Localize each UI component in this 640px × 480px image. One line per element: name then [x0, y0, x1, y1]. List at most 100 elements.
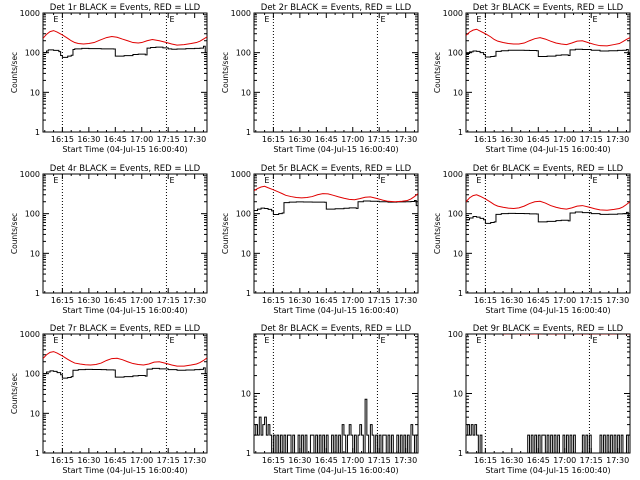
x-tick-label: 17:15	[580, 135, 603, 144]
event-marker-label: E	[264, 336, 269, 345]
x-tick-label: 17:30	[606, 456, 629, 465]
y-tick-label: 100	[25, 49, 40, 58]
y-tick-label: 10	[30, 249, 40, 258]
y-tick-label: 1	[246, 449, 251, 458]
panel-det-5r: Det 5r BLACK = Events, RED = LLD 1 10 100 10…	[221, 164, 419, 315]
x-tick-label: 16:45	[315, 296, 338, 305]
y-tick-label: 1	[458, 449, 463, 458]
x-tick-label: 17:00	[341, 135, 364, 144]
x-tick-label: 16:45	[315, 456, 338, 465]
x-tick-label: 16:45	[527, 456, 550, 465]
x-tick-label: 16:15	[474, 135, 497, 144]
y-axis-label: Counts/sec	[221, 52, 230, 93]
x-axis-label: Start Time (04-Jul-15 16:00:40)	[273, 145, 398, 154]
x-tick-label: 16:30	[288, 456, 311, 465]
x-tick-label: 17:30	[394, 135, 417, 144]
y-tick-label: 1000	[20, 170, 40, 179]
x-tick-label: 16:30	[77, 456, 100, 465]
y-tick-label: 100	[448, 210, 463, 219]
x-tick-label: 16:15	[474, 456, 497, 465]
x-tick-label: 17:30	[183, 456, 206, 465]
x-tick-label: 17:30	[183, 135, 206, 144]
panel-title: Det 1r BLACK = Events, RED = LLD	[50, 3, 201, 13]
y-tick-label: 10	[241, 88, 251, 97]
y-tick-label: 10	[241, 390, 251, 399]
y-tick-label: 100	[448, 330, 463, 339]
y-tick-label: 1	[458, 289, 463, 298]
event-marker-label: E	[380, 15, 385, 24]
x-axis-label: Start Time (04-Jul-15 16:00:40)	[485, 145, 610, 154]
y-tick-label: 10	[453, 88, 463, 97]
panel-title: Det 9r BLACK = Events, RED = LLD	[473, 324, 624, 334]
y-tick-label: 100	[25, 210, 40, 219]
x-tick-label: 17:15	[580, 456, 603, 465]
y-axis-label: Counts/sec	[433, 213, 442, 254]
plot-frame	[253, 12, 419, 133]
x-tick-label: 16:30	[77, 296, 100, 305]
y-tick-label: 1	[246, 289, 251, 298]
x-tick-label: 16:45	[104, 296, 127, 305]
y-tick-label: 100	[236, 49, 251, 58]
event-marker-label: E	[169, 176, 174, 185]
y-tick-label: 10	[30, 88, 40, 97]
x-tick-label: 17:00	[553, 456, 576, 465]
lld-series-line	[466, 28, 630, 47]
y-tick-label: 10	[453, 249, 463, 258]
x-tick-label: 17:00	[130, 456, 153, 465]
y-tick-label: 100	[25, 370, 40, 379]
y-tick-label: 1000	[20, 330, 40, 339]
event-marker-label: E	[264, 15, 269, 24]
event-marker-label: E	[53, 15, 58, 24]
panel-det-9r: Det 9r BLACK = Events, RED = LLD 1 10 100 16…	[448, 324, 631, 475]
x-tick-label: 17:00	[341, 456, 364, 465]
y-axis-label: Counts/sec	[10, 373, 19, 414]
panel-det-4r: Det 4r BLACK = Events, RED = LLD 1 10 100 10…	[10, 164, 208, 315]
event-marker-label: E	[53, 336, 58, 345]
events-series-line	[466, 424, 630, 453]
panel-title: Det 7r BLACK = Events, RED = LLD	[50, 324, 201, 334]
x-axis-label: Start Time (04-Jul-15 16:00:40)	[62, 306, 187, 315]
y-tick-label: 100	[236, 210, 251, 219]
panel-title: Det 6r BLACK = Events, RED = LLD	[473, 164, 624, 174]
x-tick-label: 16:30	[500, 296, 523, 305]
plot-frame	[465, 173, 631, 294]
y-tick-label: 10	[453, 390, 463, 399]
event-marker-label: E	[592, 336, 597, 345]
x-tick-label: 16:45	[104, 456, 127, 465]
y-tick-label: 1000	[20, 9, 40, 18]
x-tick-label: 17:15	[157, 296, 180, 305]
y-tick-label: 10	[30, 409, 40, 418]
panel-title: Det 5r BLACK = Events, RED = LLD	[261, 164, 412, 174]
y-axis-label: Counts/sec	[10, 52, 19, 93]
x-tick-label: 16:45	[527, 135, 550, 144]
x-tick-label: 17:00	[553, 135, 576, 144]
x-tick-label: 17:00	[130, 296, 153, 305]
y-tick-label: 1000	[231, 9, 251, 18]
x-axis-label: Start Time (04-Jul-15 16:00:40)	[485, 306, 610, 315]
x-tick-label: 16:15	[474, 296, 497, 305]
event-marker-label: E	[53, 176, 58, 185]
x-tick-label: 16:15	[51, 135, 74, 144]
x-tick-label: 17:15	[157, 456, 180, 465]
x-tick-label: 16:15	[262, 296, 285, 305]
x-tick-label: 16:30	[288, 296, 311, 305]
event-marker-label: E	[169, 15, 174, 24]
x-tick-label: 17:00	[553, 296, 576, 305]
x-tick-label: 16:30	[500, 456, 523, 465]
x-tick-label: 17:30	[394, 296, 417, 305]
y-tick-label: 100	[448, 49, 463, 58]
x-tick-label: 16:15	[51, 296, 74, 305]
panel-det-3r: Det 3r BLACK = Events, RED = LLD 1 10 100 10…	[433, 3, 631, 154]
x-tick-label: 16:30	[500, 135, 523, 144]
x-tick-label: 17:15	[368, 135, 391, 144]
y-tick-label: 1	[35, 289, 40, 298]
x-tick-label: 16:30	[288, 135, 311, 144]
x-tick-label: 17:15	[368, 456, 391, 465]
y-tick-label: 1	[35, 449, 40, 458]
x-axis-label: Start Time (04-Jul-15 16:00:40)	[273, 306, 398, 315]
y-tick-label: 1	[246, 128, 251, 137]
panel-title: Det 2r BLACK = Events, RED = LLD	[261, 3, 412, 13]
events-series-line	[43, 367, 207, 379]
plot-frame	[42, 333, 208, 454]
